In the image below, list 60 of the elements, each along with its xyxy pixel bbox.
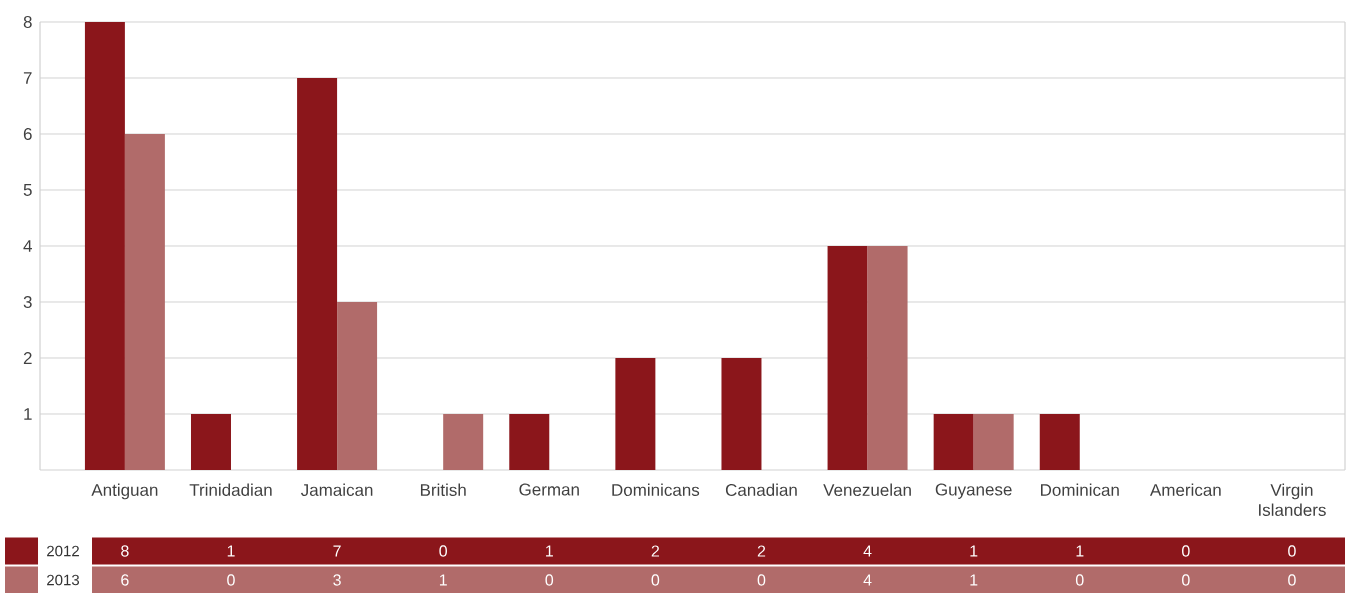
data-label: 1 bbox=[439, 574, 447, 586]
data-label: 0 bbox=[1288, 574, 1296, 586]
data-label: 4 bbox=[863, 574, 872, 586]
bar bbox=[443, 413, 484, 470]
x-tick-label: Trinidadian bbox=[189, 483, 272, 497]
x-tick-label: Antiguan bbox=[91, 483, 158, 500]
data-label: 1 bbox=[970, 574, 978, 586]
x-tick-label: Venezuelan bbox=[823, 483, 911, 497]
data-label: 6 bbox=[121, 574, 129, 586]
data-label: 1 bbox=[227, 545, 235, 557]
data-label: 8 bbox=[121, 545, 129, 557]
bar bbox=[1039, 413, 1080, 470]
bar bbox=[337, 301, 378, 470]
data-label: 0 bbox=[545, 574, 554, 586]
x-tick-label: Guyanese bbox=[935, 483, 1012, 499]
data-label: 4 bbox=[863, 545, 872, 557]
y-tick-label: 8 bbox=[23, 15, 32, 29]
data-label: 0 bbox=[439, 545, 447, 557]
y-tick-label: 7 bbox=[23, 72, 32, 84]
bar bbox=[124, 133, 165, 470]
x-tick-label: German bbox=[519, 483, 579, 496]
bar bbox=[933, 413, 974, 470]
bar bbox=[509, 413, 550, 470]
data-label: 7 bbox=[333, 545, 341, 557]
data-label: 0 bbox=[1075, 574, 1084, 586]
data-label: 2 bbox=[757, 545, 766, 557]
y-tick-label: 4 bbox=[23, 240, 32, 252]
y-tick-label: 3 bbox=[23, 295, 32, 309]
bar bbox=[615, 357, 656, 470]
x-tick-label: Virgin Islanders bbox=[1259, 483, 1326, 517]
x-tick-label: Canadian bbox=[725, 483, 797, 497]
data-label: 0 bbox=[1288, 545, 1296, 557]
data-label: 1 bbox=[970, 545, 978, 557]
x-tick-label: Jamaican bbox=[300, 483, 373, 497]
legend-label: 2013 bbox=[47, 574, 80, 586]
data-label: 1 bbox=[1076, 545, 1084, 557]
bar bbox=[84, 21, 125, 470]
data-label: 0 bbox=[227, 574, 235, 586]
legend-label: 2012 bbox=[47, 545, 79, 557]
data-label: 2 bbox=[651, 545, 660, 557]
x-tick-label: Dominican bbox=[1041, 483, 1119, 497]
bar bbox=[973, 413, 1014, 470]
x-tick-label: Dominicans bbox=[612, 483, 700, 497]
data-label: 1 bbox=[546, 545, 553, 557]
y-tick-label: 2 bbox=[23, 352, 32, 364]
bar bbox=[297, 77, 338, 470]
data-label: 0 bbox=[1182, 545, 1190, 557]
x-tick-label: American bbox=[1149, 483, 1221, 497]
data-label: 3 bbox=[333, 574, 341, 586]
bar bbox=[867, 245, 908, 470]
x-tick-label: British bbox=[420, 483, 466, 497]
y-tick-label: 1 bbox=[24, 408, 32, 420]
y-tick-label: 6 bbox=[23, 127, 32, 141]
bar bbox=[721, 357, 762, 470]
y-tick-label: 5 bbox=[23, 184, 32, 196]
data-label: 0 bbox=[1182, 574, 1190, 586]
data-label: 0 bbox=[757, 574, 766, 586]
bar bbox=[827, 245, 868, 470]
bar bbox=[190, 413, 231, 470]
data-label: 0 bbox=[651, 574, 660, 586]
